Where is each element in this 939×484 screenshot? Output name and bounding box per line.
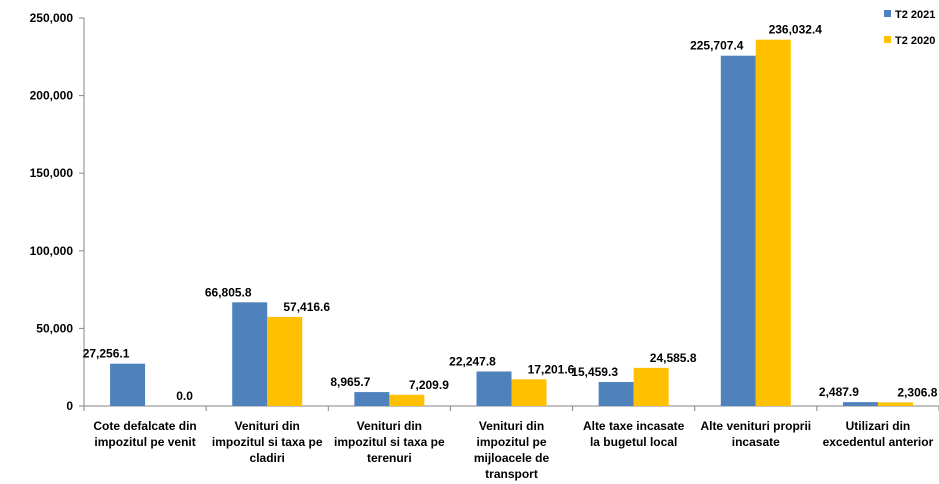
bar-t2-2021	[842, 402, 878, 406]
y-tick-label: 0	[66, 399, 73, 413]
category-label: Venituri din impozitul pe mijloacele de tra…	[474, 419, 550, 481]
data-label: 236,032.4	[769, 23, 823, 37]
category-label-line: Alte taxe incasate	[583, 419, 685, 433]
chart-bars	[110, 39, 913, 407]
data-label: 225,707.4	[690, 39, 744, 53]
data-label: 66,805.8	[205, 285, 252, 299]
bar-t2-2021	[598, 382, 634, 406]
category-label-line: transport	[485, 467, 538, 481]
category-label-line: incasate	[732, 435, 780, 449]
category-label-line: impozitul si taxa pe	[212, 435, 323, 449]
data-label: 8,965.7	[330, 375, 370, 389]
category-label-line: mijloacele de	[474, 451, 550, 465]
category-label: Venituri din impozitul si taxa pe cladiri	[212, 419, 323, 465]
legend-label: T2 2021	[895, 9, 935, 21]
category-label-line: la bugetul local	[590, 435, 677, 449]
category-label: Alte taxe incasate la bugetul local	[583, 419, 685, 449]
category-label: Utilizari din excedentul anterior	[823, 419, 934, 449]
category-label: Venituri din impozitul si taxa pe terenuri	[334, 419, 445, 465]
legend-swatch	[884, 36, 891, 43]
y-tick-label: 50,000	[36, 321, 73, 335]
category-label-line: impozitul si taxa pe	[334, 435, 445, 449]
category-label-line: Venituri din	[235, 419, 300, 433]
data-label: 24,585.8	[650, 351, 697, 365]
bar-t2-2020	[511, 379, 547, 406]
chart-axes: 0 50,000 100,000 150,000 200,000 250,000	[30, 11, 939, 413]
bar-t2-2021	[354, 392, 390, 406]
data-label: 15,459.3	[571, 365, 618, 379]
data-label: 0.0	[176, 389, 193, 403]
data-label: 22,247.8	[449, 354, 496, 368]
category-label-line: impozitul pe	[477, 435, 547, 449]
category-label-line: Venituri din	[479, 419, 544, 433]
data-label: 17,201.6	[528, 362, 575, 376]
category-label-line: impozitul pe venit	[94, 435, 195, 449]
chart-data-labels: 27,256.1 0.0 66,805.8 57,416.6 8,965.7 7,209.…	[83, 23, 938, 403]
category-label-line: Venituri din	[357, 419, 422, 433]
category-label-line: terenuri	[367, 451, 412, 465]
category-label: Alte venituri proprii incasate	[700, 419, 811, 449]
bar-t2-2020	[633, 367, 669, 406]
bar-t2-2020	[389, 394, 425, 406]
category-label-line: Cote defalcate din	[93, 419, 196, 433]
bar-t2-2020	[755, 39, 791, 407]
bar-t2-2021	[720, 55, 756, 406]
data-label: 2,306.8	[897, 385, 937, 399]
y-tick-label: 250,000	[30, 11, 74, 25]
y-tick-label: 200,000	[30, 89, 74, 103]
legend-swatch	[884, 10, 891, 17]
data-label: 2,487.9	[819, 385, 859, 399]
bar-t2-2020	[877, 402, 913, 406]
bar-t2-2020	[267, 316, 303, 406]
category-label-line: Alte venituri proprii	[700, 419, 811, 433]
legend-label: T2 2020	[895, 35, 935, 47]
category-label-line: excedentul anterior	[823, 435, 934, 449]
category-label-line: cladiri	[250, 451, 285, 465]
chart-category-labels: Cote defalcate din impozitul pe venit Veni…	[93, 419, 933, 481]
data-label: 57,416.6	[283, 300, 330, 314]
category-label-line: Utilizari din	[846, 419, 911, 433]
category-label: Cote defalcate din impozitul pe venit	[93, 419, 196, 449]
bar-t2-2021	[232, 302, 268, 406]
data-label: 7,209.9	[409, 378, 449, 392]
y-tick-label: 150,000	[30, 166, 74, 180]
data-label: 27,256.1	[83, 347, 130, 361]
bar-t2-2021	[110, 363, 146, 406]
bar-t2-2021	[476, 371, 512, 406]
y-tick-label: 100,000	[30, 244, 74, 258]
chart-legend: T2 2021 T2 2020	[884, 9, 935, 47]
